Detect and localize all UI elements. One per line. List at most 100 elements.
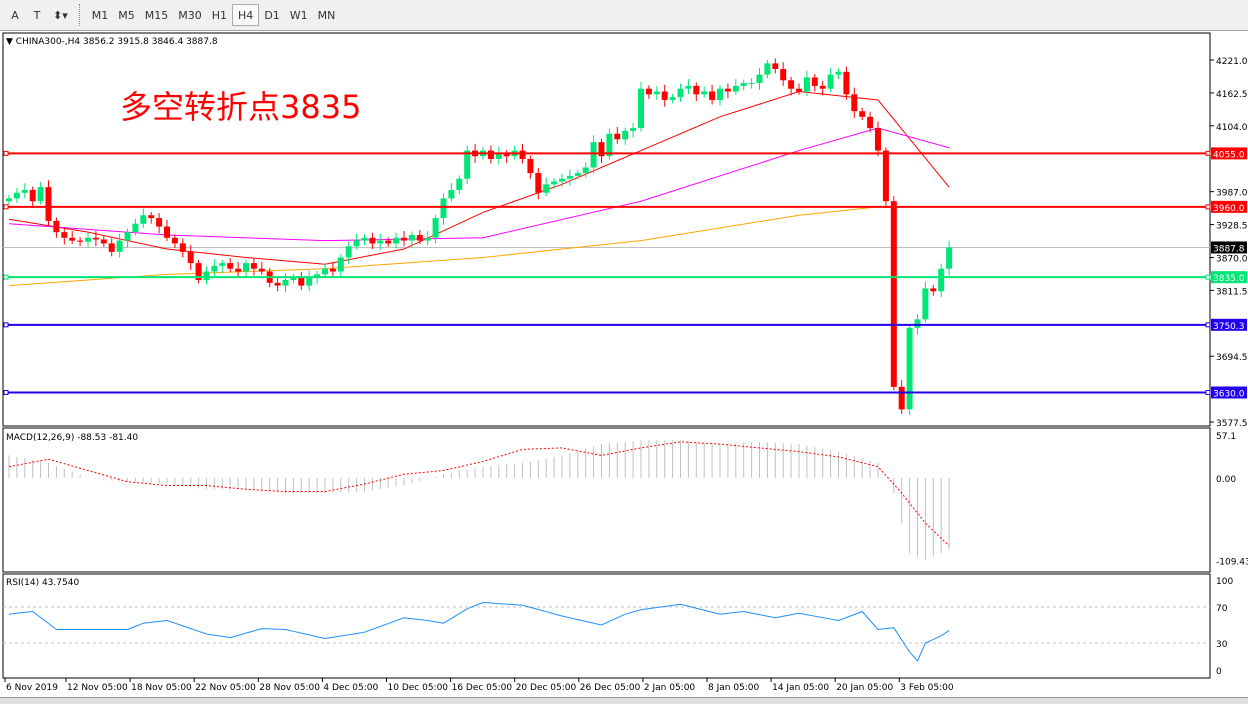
candle [543,177,550,197]
level-price-badge [1211,271,1247,284]
candle [638,81,644,132]
candle [306,270,313,292]
candle [187,245,194,270]
candle [290,273,297,284]
macd-tick: -109.43 [1216,557,1248,567]
candle [45,180,52,226]
candle [717,85,723,106]
candle [606,128,613,160]
candle [598,138,605,163]
level-handle[interactable] [1205,322,1211,328]
level-price-label: 3750.3 [1213,322,1245,332]
candle [906,324,913,416]
candle [61,227,68,245]
time-label: 26 Dec 05:00 [580,683,641,693]
candle [416,229,423,244]
level-handle[interactable] [1205,389,1211,395]
candle [211,259,218,278]
toolbar: A T ⬍▾ M1 M5 M15 M30 H1 H4 D1 W1 MN [0,0,1248,31]
time-label: 16 Dec 05:00 [452,683,513,693]
candle [219,259,226,273]
chart-tabs-bar[interactable] [0,697,1248,704]
text-tool-icon[interactable]: A [11,8,19,22]
candle [882,147,889,208]
level-handle[interactable] [3,322,9,328]
candle [124,228,131,248]
candle [21,183,28,199]
candle [701,86,708,98]
time-label: 28 Nov 05:00 [259,683,320,693]
rsi-tick: 100 [1216,577,1233,587]
rsi-tick: 0 [1216,667,1222,677]
macd-pane [2,427,1211,573]
candle [53,217,60,238]
candle [574,169,581,180]
timeframe-mn-button[interactable]: MN [317,8,336,22]
macd-label: MACD(12,26,9) -88.53 -81.40 [6,433,138,443]
time-label: 20 Dec 05:00 [516,683,577,693]
time-label: 4 Dec 05:00 [323,683,378,693]
candle [724,83,731,99]
rsi-tick: 70 [1216,604,1228,614]
candle [938,263,945,297]
timeframe-m30-button[interactable]: M30 [178,8,202,22]
time-label: 18 Nov 05:00 [131,683,192,693]
level-handle[interactable] [1205,204,1211,210]
candle [235,261,242,277]
candle [867,111,874,133]
candle [69,231,76,244]
candle [203,266,210,285]
candle [164,219,170,242]
timeframe-h1-button[interactable]: H1 [211,8,228,22]
candle [780,62,787,86]
candle [401,231,407,247]
candle [732,79,739,95]
candle [566,169,573,186]
arrows-tool-icon[interactable]: ⬍▾ [53,8,68,22]
candle [100,236,107,247]
timeframe-w1-button[interactable]: W1 [289,8,308,22]
candle [748,78,755,89]
price-tick: 4162.5 [1216,90,1248,100]
candle [408,231,415,248]
timeframe-h4-button[interactable]: H4 [232,4,260,26]
candle [393,232,400,248]
candle [685,79,692,95]
level-price-badge [1211,386,1247,399]
candle [677,83,684,102]
timeframe-m15-button[interactable]: M15 [144,8,169,22]
main-pane [2,32,1211,427]
price-tick: 3870.0 [1216,254,1248,264]
candle [630,123,637,138]
candle [922,281,929,323]
timeframe-d1-button[interactable]: D1 [264,8,280,22]
level-handle[interactable] [3,274,9,280]
text-label-tool-icon[interactable]: T [33,8,41,22]
candle [898,380,905,414]
candle [661,84,668,107]
candle [108,238,115,257]
candle [385,237,392,247]
timeframe-m5-button[interactable]: M5 [118,8,135,22]
current-price-badge [1211,241,1247,254]
macd-tick: 0.00 [1216,475,1236,485]
level-handle[interactable] [3,204,9,210]
candle [361,234,368,246]
level-handle[interactable] [1205,274,1211,280]
candle [179,238,186,258]
level-handle[interactable] [1205,150,1211,156]
candle [764,60,771,79]
level-price-badge [1211,318,1247,331]
candle [243,259,249,278]
candle [250,258,257,276]
candle [282,273,289,293]
price-chart[interactable]: ▼ CHINA300-,H4 3856.2 3915.8 3846.4 3887… [0,32,1248,697]
level-price-label: 3835.0 [1213,274,1245,284]
level-handle[interactable] [3,389,9,395]
level-handle[interactable] [3,150,9,156]
candle [448,183,455,202]
candle [337,254,344,278]
timeframe-m1-button[interactable]: M1 [91,8,109,22]
rsi-line [8,601,950,662]
candle [13,187,20,203]
